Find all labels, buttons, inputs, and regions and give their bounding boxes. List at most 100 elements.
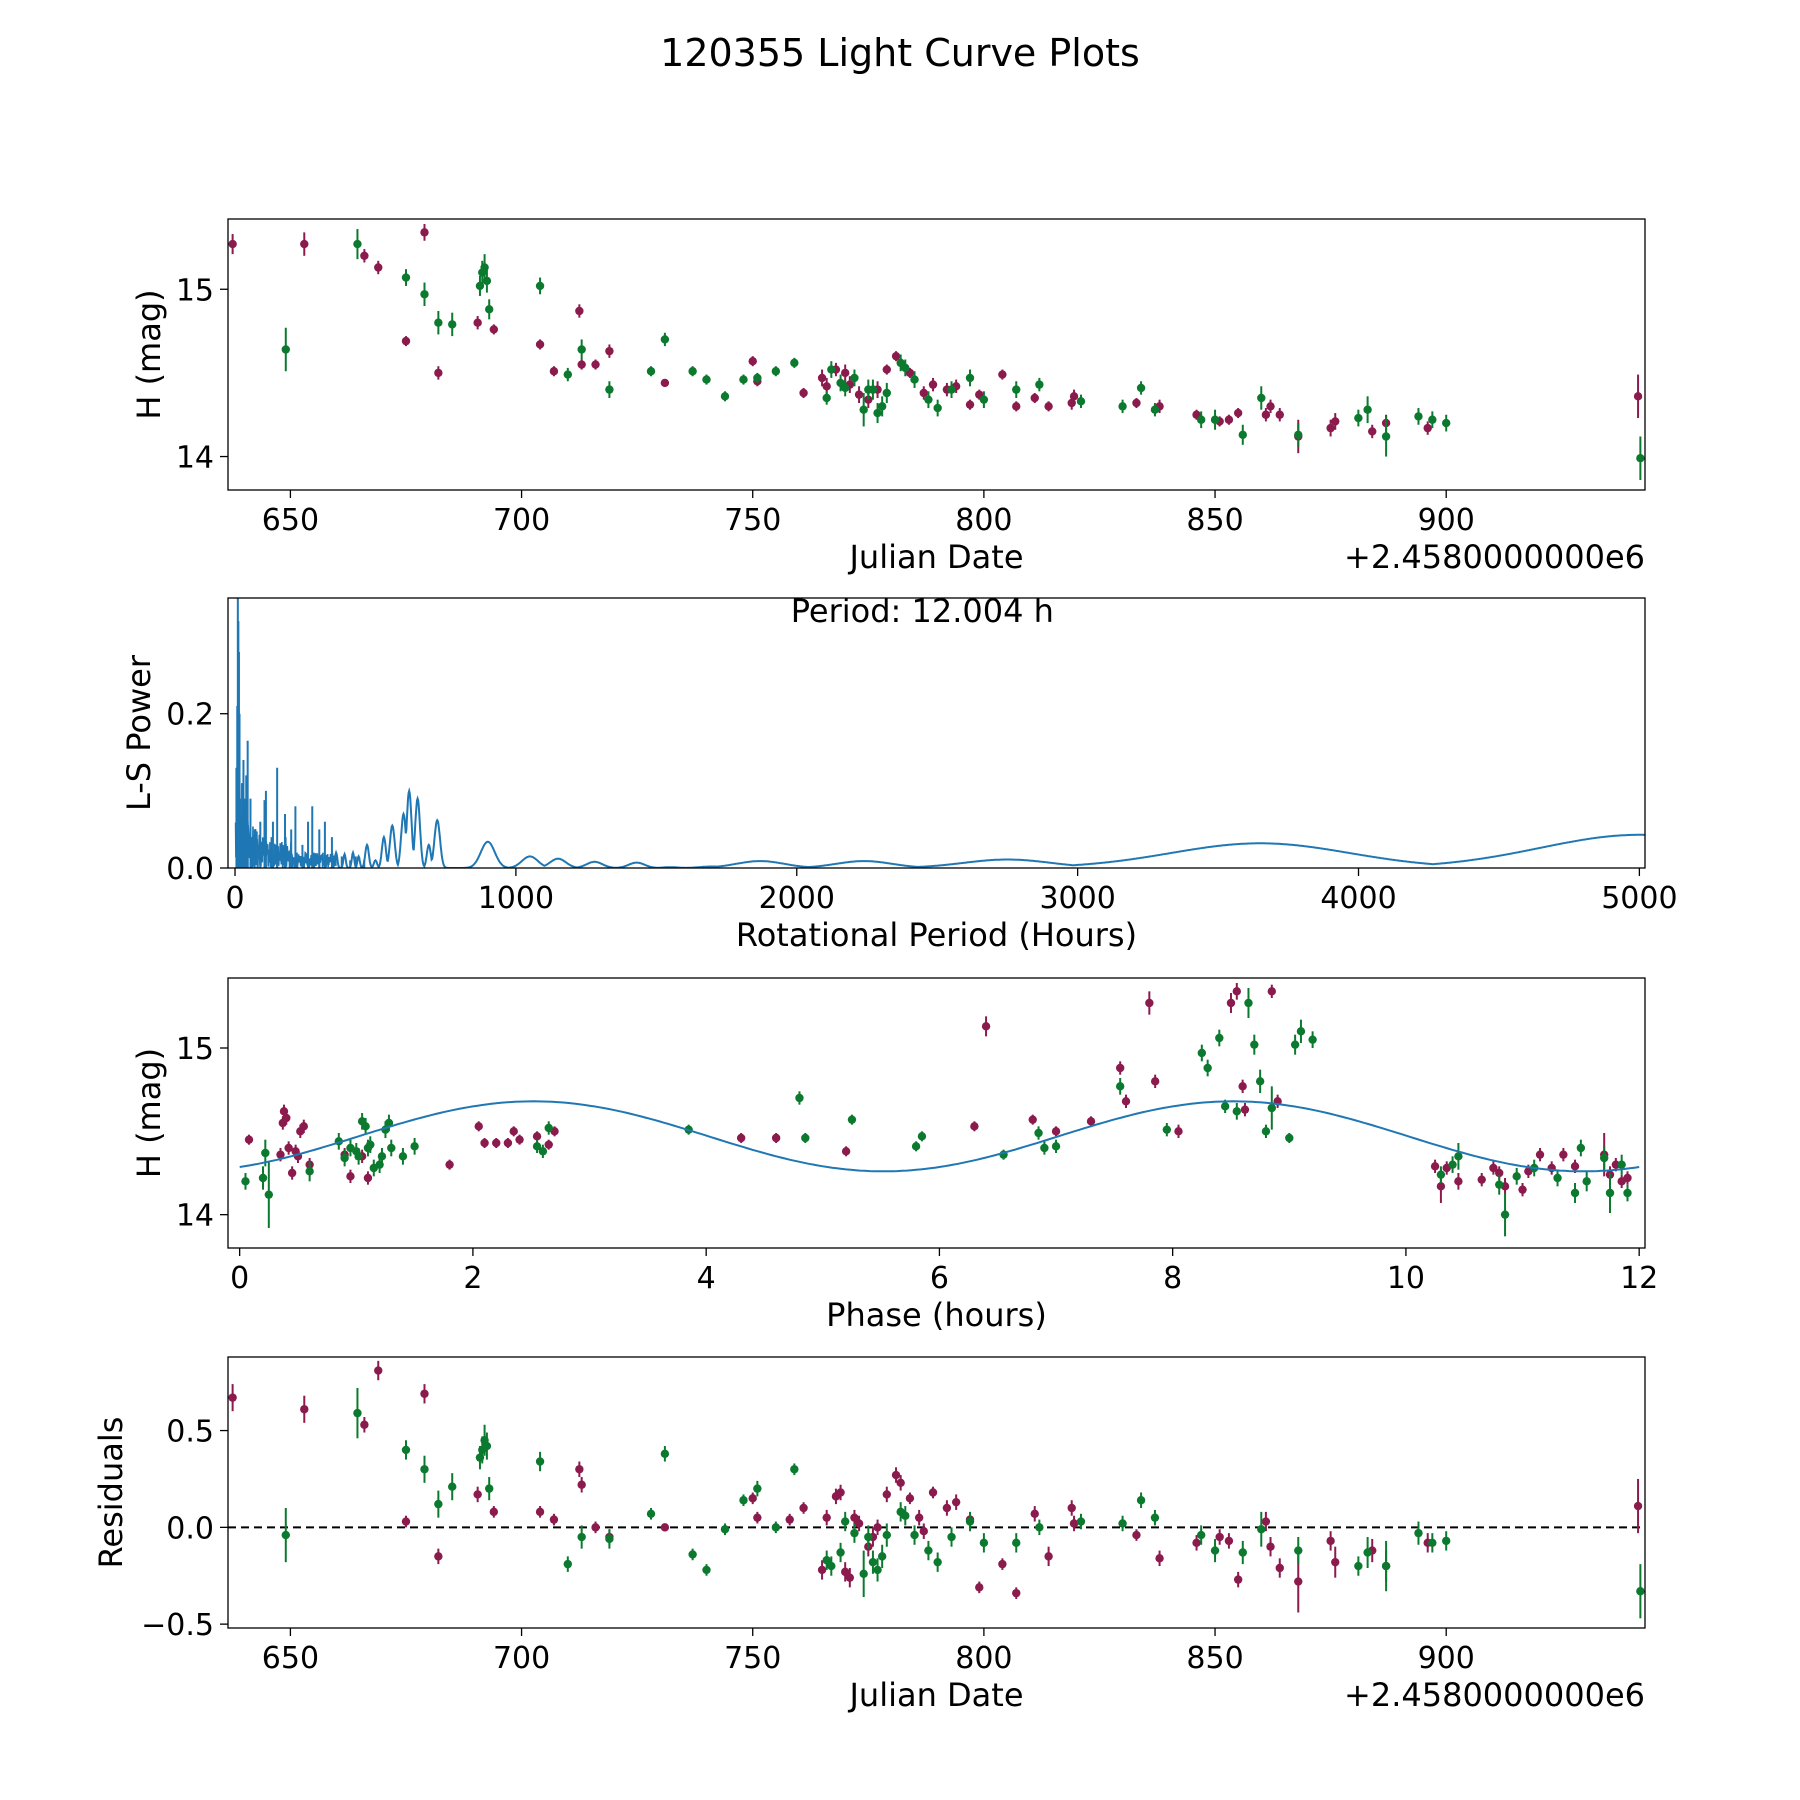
data-point bbox=[485, 1484, 494, 1493]
data-point bbox=[535, 340, 545, 349]
data-point bbox=[1326, 423, 1335, 433]
data-point bbox=[1238, 1548, 1247, 1557]
data-point bbox=[947, 385, 956, 394]
data-point bbox=[702, 375, 711, 384]
data-point bbox=[1012, 1588, 1021, 1598]
x-tick-label: 0 bbox=[230, 1261, 249, 1296]
data-point bbox=[353, 1408, 362, 1418]
data-point bbox=[882, 388, 892, 398]
data-point bbox=[1267, 1103, 1276, 1113]
data-point bbox=[549, 1515, 559, 1524]
data-point bbox=[401, 336, 411, 346]
data-point bbox=[544, 1123, 553, 1133]
data-point bbox=[538, 1147, 548, 1156]
data-point bbox=[1623, 1173, 1632, 1183]
data-point bbox=[840, 1567, 850, 1577]
data-point bbox=[1224, 1536, 1234, 1546]
data-point bbox=[300, 1405, 309, 1414]
data-point bbox=[947, 1532, 956, 1542]
data-point bbox=[287, 1168, 297, 1178]
data-point bbox=[1582, 1177, 1591, 1186]
data-point bbox=[591, 1523, 600, 1532]
data-point bbox=[563, 370, 573, 379]
light-curve-panel: 650 700 750 800 850 900 14 15 Julian Date H (mag)… bbox=[130, 218, 1646, 576]
data-point bbox=[795, 1093, 804, 1103]
data-point bbox=[1489, 1163, 1498, 1173]
data-point bbox=[549, 367, 559, 376]
data-point bbox=[854, 1519, 864, 1528]
data-point bbox=[1250, 1040, 1259, 1049]
data-point bbox=[485, 305, 494, 314]
data-point bbox=[753, 1513, 762, 1522]
data-point bbox=[1232, 1107, 1242, 1116]
periodogram-curve bbox=[330, 786, 1645, 868]
data-point bbox=[1326, 1536, 1335, 1546]
data-point bbox=[1115, 1063, 1125, 1073]
data-point bbox=[1442, 418, 1451, 428]
data-point bbox=[1044, 1552, 1053, 1561]
data-point bbox=[1331, 1557, 1340, 1567]
data-point bbox=[688, 1550, 697, 1559]
x-tick-label: 650 bbox=[262, 1641, 319, 1676]
data-point bbox=[771, 1133, 781, 1143]
x-tick-label: 6 bbox=[930, 1261, 949, 1296]
data-point bbox=[1162, 1125, 1172, 1134]
data-point bbox=[1331, 417, 1340, 426]
data-point bbox=[361, 1122, 370, 1131]
data-point bbox=[1428, 415, 1437, 424]
data-point bbox=[965, 400, 975, 409]
plot-frame bbox=[227, 1356, 1646, 1629]
data-point bbox=[300, 239, 309, 249]
data-point bbox=[1633, 1501, 1643, 1511]
data-point bbox=[1226, 998, 1236, 1008]
data-point bbox=[563, 1559, 573, 1569]
y-tick-label: 0.0 bbox=[166, 1511, 214, 1546]
data-point bbox=[785, 1515, 794, 1524]
series-green bbox=[281, 1387, 1645, 1619]
data-point bbox=[605, 1534, 614, 1544]
data-point bbox=[1294, 1546, 1303, 1555]
data-point bbox=[753, 1484, 762, 1493]
x-tick-label: 4 bbox=[697, 1261, 716, 1296]
data-point bbox=[817, 373, 827, 383]
plot-frame bbox=[227, 977, 1646, 1249]
residuals-panel: 650 700 750 800 850 900 −0.5 0.0 0.5 Julian Date R… bbox=[92, 1356, 1646, 1714]
data-point bbox=[474, 1122, 483, 1131]
x-tick-label: 8 bbox=[1163, 1261, 1182, 1296]
data-point bbox=[1238, 430, 1247, 439]
y-tick-label: −0.5 bbox=[141, 1608, 214, 1643]
data-point bbox=[1454, 1177, 1463, 1186]
data-point bbox=[473, 318, 482, 327]
data-point bbox=[1030, 393, 1039, 403]
data-point bbox=[605, 385, 614, 394]
data-point bbox=[434, 1499, 443, 1509]
data-point bbox=[363, 1173, 373, 1183]
data-point bbox=[1051, 1142, 1061, 1151]
data-point bbox=[360, 251, 369, 261]
data-point bbox=[1210, 1546, 1220, 1555]
data-point bbox=[965, 1517, 975, 1526]
data-point bbox=[1215, 1532, 1224, 1542]
data-point bbox=[1381, 1561, 1391, 1571]
data-point bbox=[859, 405, 868, 414]
data-layer bbox=[228, 1360, 1645, 1619]
data-point bbox=[346, 1172, 355, 1181]
data-point bbox=[836, 1548, 845, 1557]
data-point bbox=[979, 395, 989, 404]
data-point bbox=[1232, 987, 1242, 996]
y-tick-label: 14 bbox=[176, 1199, 214, 1234]
data-point bbox=[1296, 1027, 1306, 1036]
data-point bbox=[366, 1140, 375, 1149]
data-point bbox=[975, 1583, 984, 1592]
data-point bbox=[434, 368, 443, 378]
data-point bbox=[1040, 1143, 1049, 1153]
data-point bbox=[998, 370, 1007, 379]
data-point bbox=[660, 1523, 670, 1532]
data-point bbox=[827, 1561, 836, 1571]
data-point bbox=[264, 1190, 274, 1199]
data-point bbox=[1030, 1509, 1039, 1518]
data-point bbox=[1150, 1077, 1160, 1086]
data-point bbox=[1308, 1035, 1317, 1044]
data-point bbox=[933, 403, 942, 413]
data-point bbox=[489, 325, 499, 334]
